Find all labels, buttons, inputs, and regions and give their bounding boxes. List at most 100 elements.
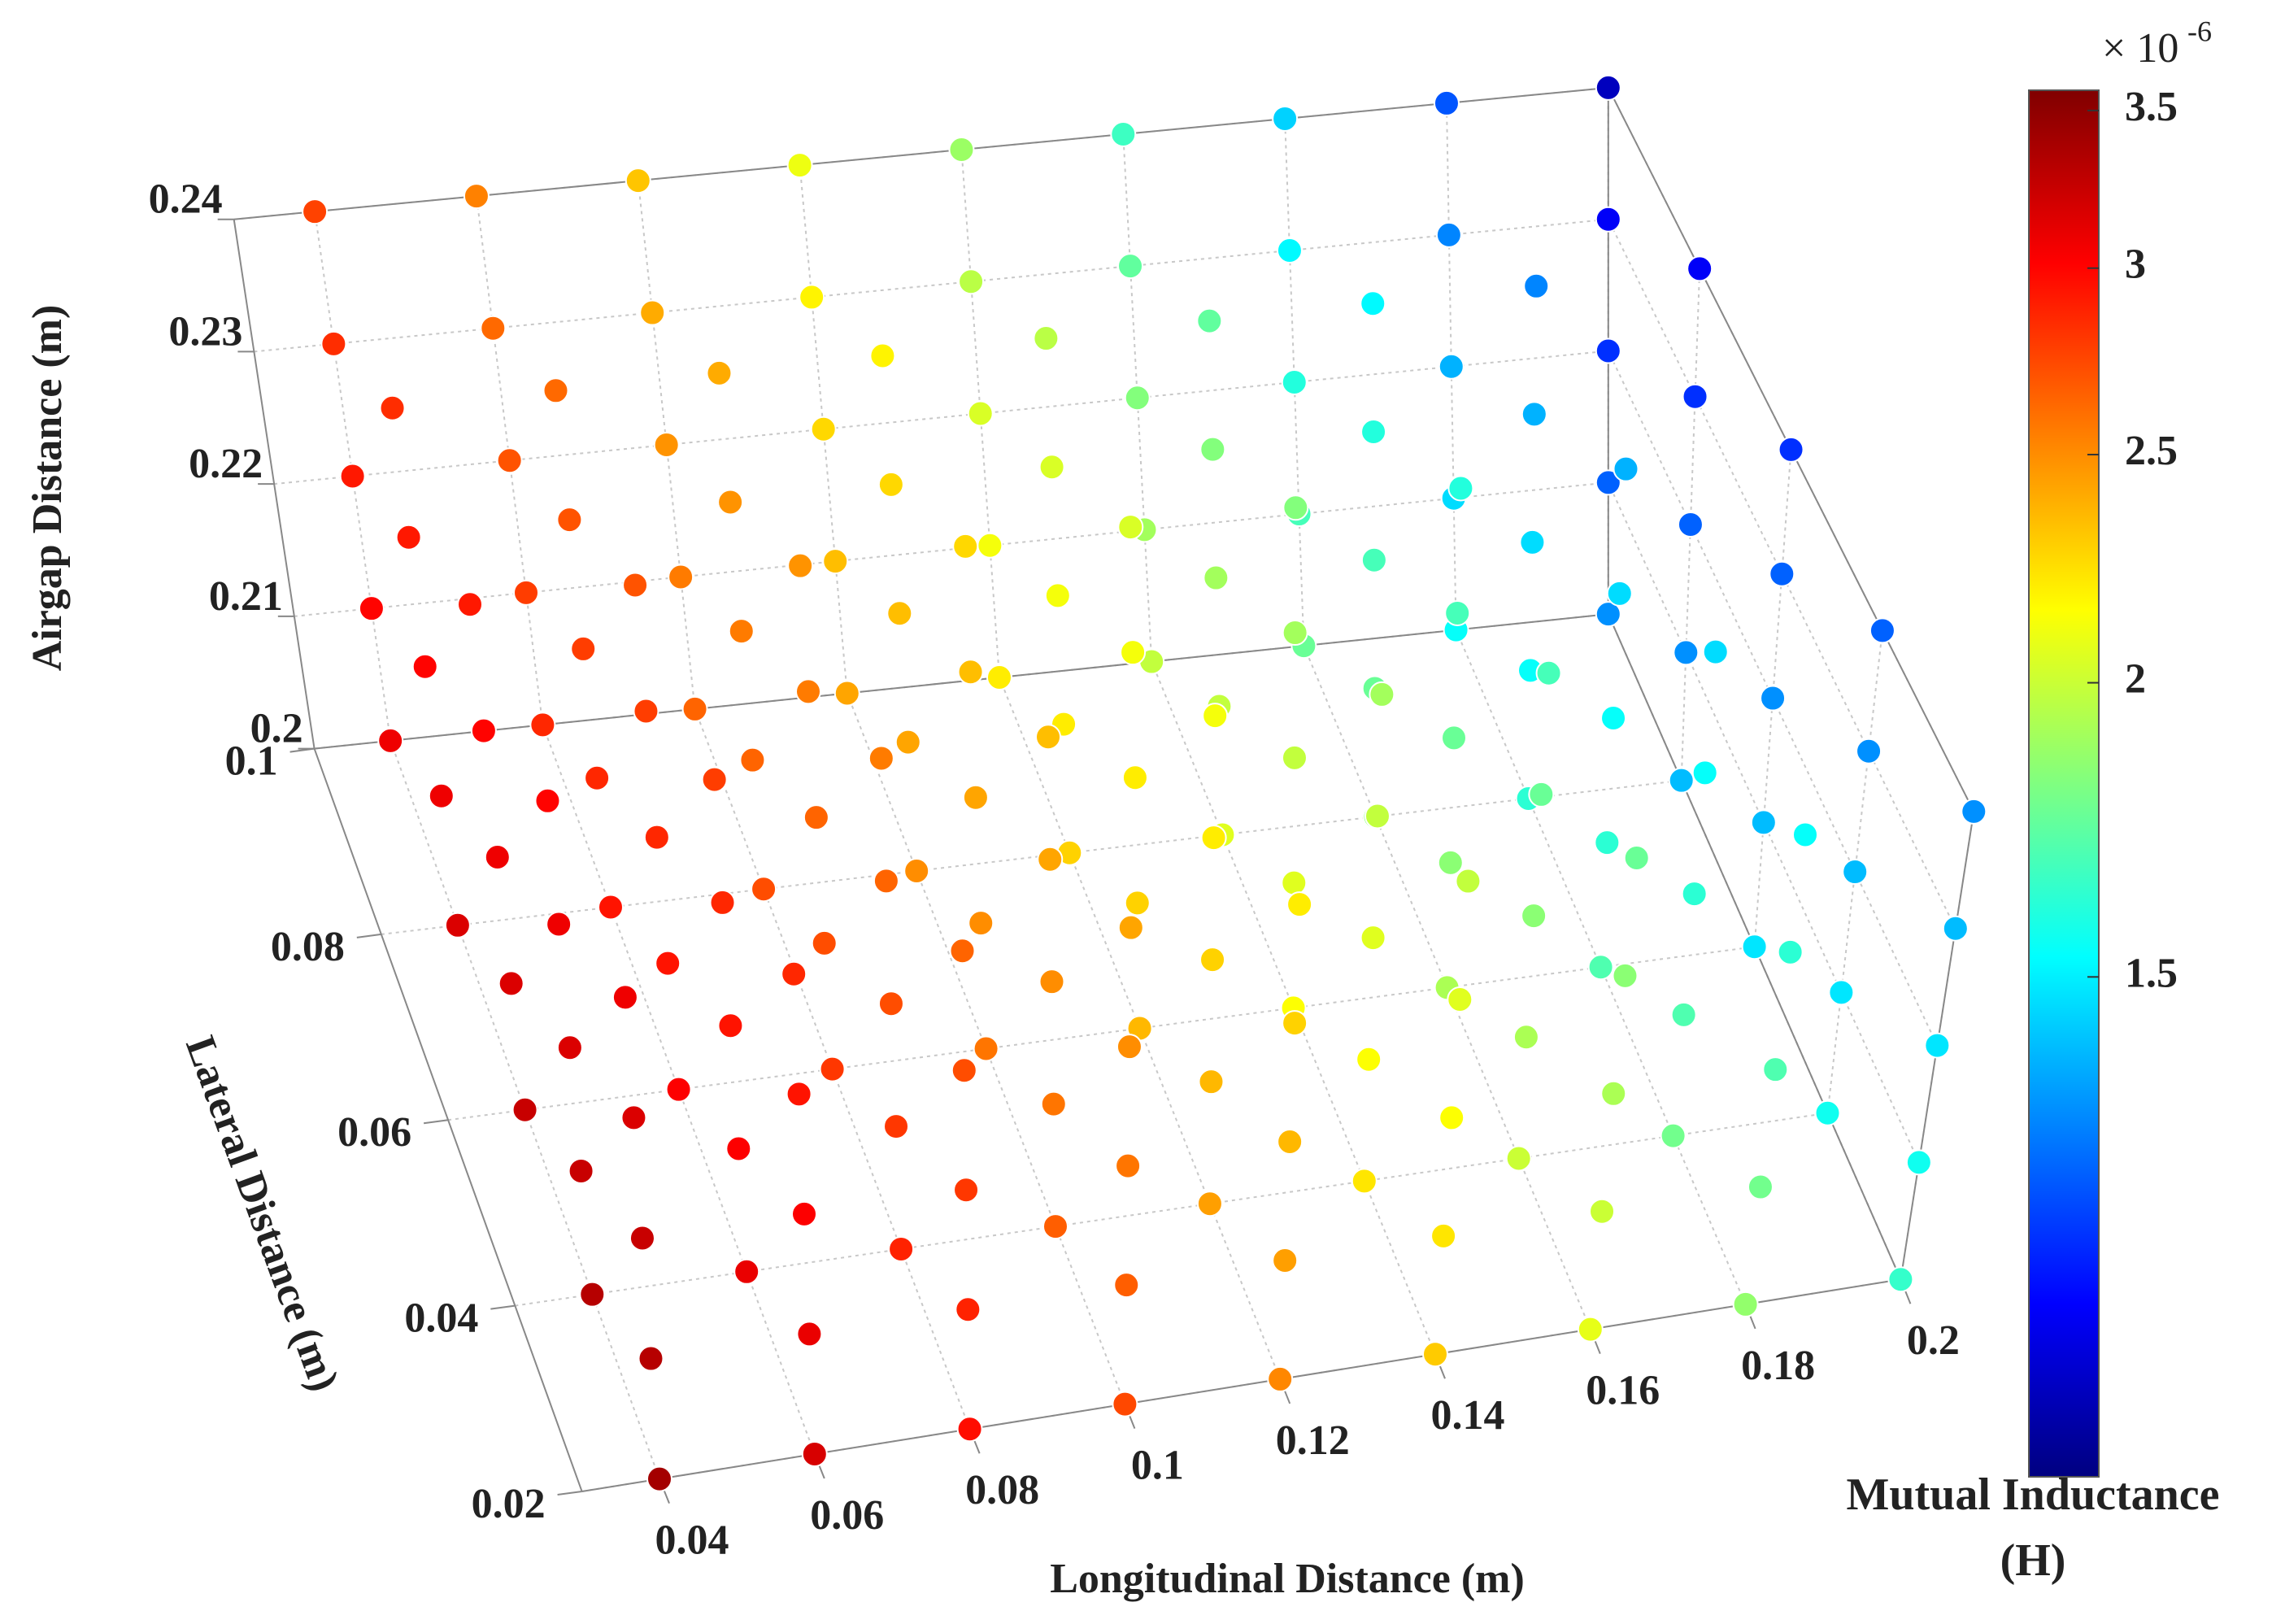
point (1732, 1291, 1759, 1317)
point (1115, 1152, 1142, 1179)
point (1435, 221, 1462, 248)
axis-line (313, 748, 583, 1492)
point (1038, 454, 1065, 481)
point (463, 183, 490, 210)
tick-mark (490, 1304, 516, 1310)
point (803, 804, 829, 831)
colorbar-label: (H) (2000, 1535, 2066, 1586)
point (1360, 546, 1387, 573)
point (1750, 809, 1777, 836)
point (1113, 1272, 1140, 1299)
point (498, 970, 524, 997)
point (428, 782, 455, 809)
point (888, 1235, 915, 1262)
point (967, 400, 994, 427)
point (1360, 290, 1386, 317)
point (873, 868, 899, 895)
point (948, 137, 975, 163)
point (395, 524, 422, 551)
z-tick-label: 0.21 (209, 573, 283, 620)
grid-line (515, 1112, 1828, 1307)
point (949, 938, 976, 964)
grid-line (381, 779, 1682, 935)
point (1033, 325, 1060, 352)
point (833, 680, 860, 707)
point (358, 595, 385, 622)
colorbar-tick-label: 3.5 (2125, 84, 2178, 130)
x-tick-label: 0.18 (1741, 1343, 1815, 1389)
point (1577, 1316, 1604, 1343)
point (1612, 962, 1639, 989)
colorbar-label: Mutual Inductance (1847, 1469, 2220, 1520)
point (1528, 781, 1555, 808)
x-tick-label: 0.04 (655, 1517, 729, 1564)
point (1196, 307, 1223, 334)
x-tick-label: 0.16 (1586, 1368, 1660, 1414)
point (579, 1281, 606, 1308)
point (1282, 1010, 1308, 1037)
point (957, 659, 984, 686)
point (1116, 1034, 1142, 1060)
point (986, 664, 1012, 691)
point (444, 912, 471, 938)
point (1924, 1032, 1951, 1059)
colorbar-tick-label: 2.5 (2125, 428, 2178, 474)
point (968, 910, 995, 937)
x-tick-label: 0.14 (1431, 1392, 1505, 1439)
point (1199, 436, 1226, 463)
x-tick-label: 0.12 (1276, 1417, 1350, 1464)
point (653, 432, 680, 459)
point (822, 548, 849, 575)
z-tick-label: 0.23 (168, 308, 242, 355)
point (1364, 803, 1391, 829)
point (1438, 1104, 1465, 1131)
tick-mark (356, 933, 381, 938)
point (629, 1225, 655, 1252)
point (894, 729, 921, 755)
point (1038, 969, 1065, 995)
z-axis-label: Airgap Distance (m) (24, 305, 71, 672)
point (801, 1440, 828, 1467)
point (1681, 881, 1708, 908)
point (643, 824, 670, 851)
point (1600, 704, 1627, 731)
point (962, 784, 989, 811)
point (1595, 74, 1621, 101)
colorbar-tick-label: 3 (2125, 242, 2146, 288)
point (973, 1035, 999, 1062)
point (1272, 1247, 1299, 1274)
x-tick-label: 0.06 (810, 1492, 884, 1539)
point (1856, 738, 1882, 764)
axis-line (581, 1278, 1901, 1492)
point (612, 984, 638, 1011)
grid-line (1303, 645, 1591, 1330)
point (529, 712, 556, 738)
point (1360, 925, 1386, 951)
point (1702, 638, 1729, 665)
grid-line (254, 218, 1608, 353)
y-tick-label: 0.04 (404, 1295, 478, 1342)
z-tick-label: 0.2 (250, 706, 303, 752)
point (339, 463, 366, 490)
point (1887, 1266, 1914, 1293)
point (1281, 869, 1308, 896)
point (1438, 353, 1465, 380)
point (1670, 1001, 1697, 1028)
grid-line (1680, 268, 1701, 781)
point (1521, 401, 1547, 428)
point (1124, 385, 1151, 411)
point (958, 268, 985, 295)
point (1199, 947, 1226, 973)
point (739, 747, 766, 773)
point (1747, 1173, 1774, 1200)
point (1668, 767, 1695, 794)
point (1828, 979, 1855, 1006)
point (1120, 639, 1147, 666)
y-tick-label: 0.02 (472, 1481, 546, 1527)
point (1044, 582, 1071, 609)
point (1769, 560, 1795, 587)
point (1905, 1149, 1932, 1176)
point (1351, 1168, 1378, 1195)
